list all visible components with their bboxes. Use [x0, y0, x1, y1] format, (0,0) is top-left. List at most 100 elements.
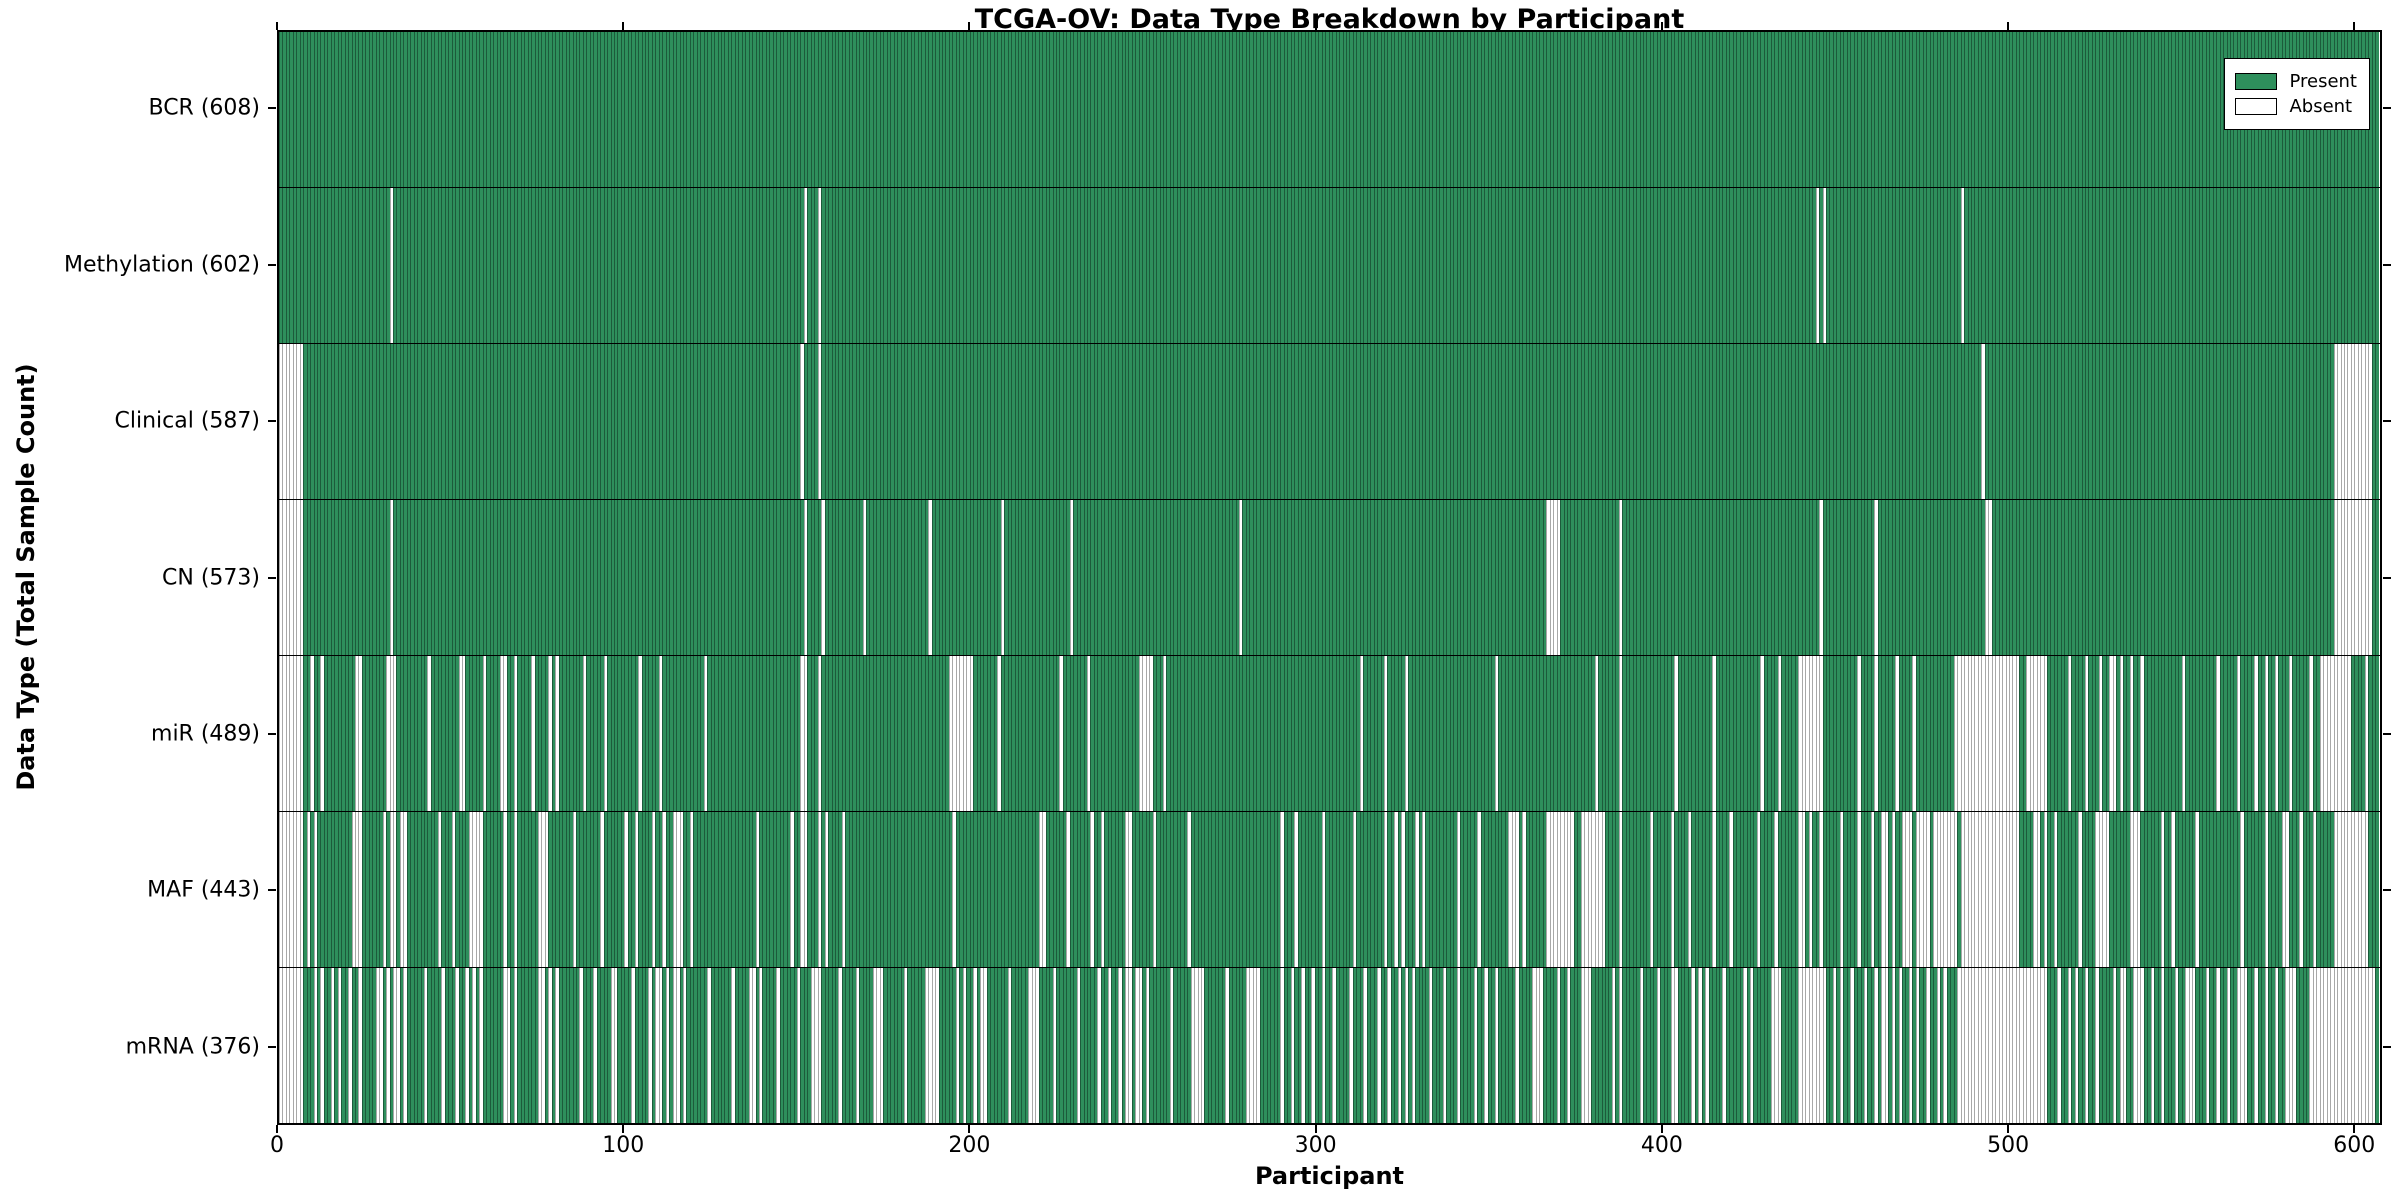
cell-present: [2060, 188, 2065, 343]
cell-present: [620, 188, 625, 343]
cell-absent: [1087, 656, 1091, 811]
cell-present: [334, 500, 338, 655]
cell-present: [558, 188, 563, 343]
cell-present: [1753, 188, 1757, 343]
cell-absent: [1598, 812, 1602, 967]
cell-present: [1180, 968, 1184, 1123]
cell-present: [1484, 656, 1488, 811]
cell-present: [1522, 968, 1526, 1123]
cell-present: [417, 812, 421, 967]
cell-present: [1342, 656, 1347, 811]
cell-absent: [2098, 656, 2103, 811]
cell-present: [586, 32, 590, 187]
cell-present: [2219, 500, 2224, 655]
cell-present: [410, 812, 414, 967]
cell-present: [1214, 812, 1219, 967]
cell-present: [1449, 656, 1454, 811]
cell-present: [1687, 32, 1692, 187]
cell-present: [1522, 500, 1526, 655]
cell-present: [631, 344, 635, 499]
cell-absent: [2312, 968, 2317, 1123]
cell-present: [1784, 500, 1789, 655]
cell-present: [1598, 344, 1602, 499]
cell-present: [672, 344, 677, 499]
cell-present: [1080, 500, 1084, 655]
cell-present: [354, 32, 359, 187]
cell-absent: [1135, 968, 1139, 1123]
cell-present: [1736, 656, 1740, 811]
cell-present: [1456, 32, 1460, 187]
cell-present: [1415, 32, 1419, 187]
cell-present: [468, 344, 473, 499]
cell-absent: [2333, 812, 2338, 967]
cell-present: [316, 656, 321, 811]
x-tick-mark: [622, 1125, 625, 1133]
cell-present: [869, 812, 873, 967]
cell-present: [620, 344, 625, 499]
cell-present: [1325, 344, 1329, 499]
cell-present: [1404, 500, 1409, 655]
cell-present: [1822, 500, 1826, 655]
cell-absent: [638, 656, 642, 811]
cell-present: [1646, 500, 1650, 655]
cell-present: [703, 32, 708, 187]
cell-present: [1356, 968, 1360, 1123]
cell-present: [1011, 188, 1015, 343]
cell-present: [1684, 188, 1688, 343]
cell-present: [496, 500, 500, 655]
cell-present: [410, 344, 414, 499]
cell-present: [876, 812, 880, 967]
cell-present: [834, 656, 839, 811]
cell-present: [1014, 188, 1018, 343]
cell-present: [2098, 32, 2103, 187]
cell-absent: [479, 812, 483, 967]
cell-present: [2147, 188, 2151, 343]
cell-present: [1497, 500, 1502, 655]
cell-absent: [1774, 968, 1778, 1123]
cell-present: [575, 968, 580, 1123]
cell-present: [2147, 968, 2151, 1123]
cell-present: [1877, 344, 1882, 499]
cell-present: [448, 812, 452, 967]
cell-present: [572, 968, 576, 1123]
cell-present: [1936, 500, 1940, 655]
cell-present: [803, 344, 808, 499]
cell-present: [2212, 500, 2217, 655]
cell-present: [2005, 344, 2010, 499]
cell-present: [669, 656, 673, 811]
cell-present: [2212, 812, 2217, 967]
cell-present: [1525, 32, 1530, 187]
cell-present: [544, 968, 549, 1123]
cell-present: [1867, 500, 1871, 655]
cell-present: [2233, 812, 2237, 967]
cell-present: [1311, 656, 1315, 811]
cell-present: [1373, 812, 1378, 967]
cell-present: [1874, 32, 1878, 187]
cell-present: [1235, 32, 1239, 187]
cell-present: [1836, 344, 1840, 499]
cell-present: [1249, 500, 1253, 655]
cell-present: [924, 188, 929, 343]
cell-present: [2264, 188, 2268, 343]
cell-present: [2212, 968, 2217, 1123]
x-tick-mark: [622, 22, 625, 30]
cell-present: [1207, 344, 1212, 499]
cell-absent: [1798, 656, 1802, 811]
cell-present: [1453, 344, 1457, 499]
cell-present: [862, 812, 867, 967]
cell-present: [689, 344, 694, 499]
cell-present: [1625, 32, 1630, 187]
cell-present: [1891, 500, 1896, 655]
cell-present: [441, 344, 445, 499]
cell-present: [1701, 812, 1706, 967]
cell-present: [1218, 968, 1222, 1123]
cell-present: [935, 188, 939, 343]
cell-present: [1760, 344, 1764, 499]
cell-present: [413, 812, 418, 967]
cell-present: [1691, 188, 1695, 343]
cell-present: [1187, 500, 1191, 655]
cell-present: [2119, 812, 2123, 967]
cell-present: [399, 968, 404, 1123]
cell-present: [330, 812, 335, 967]
cell-present: [1052, 812, 1056, 967]
